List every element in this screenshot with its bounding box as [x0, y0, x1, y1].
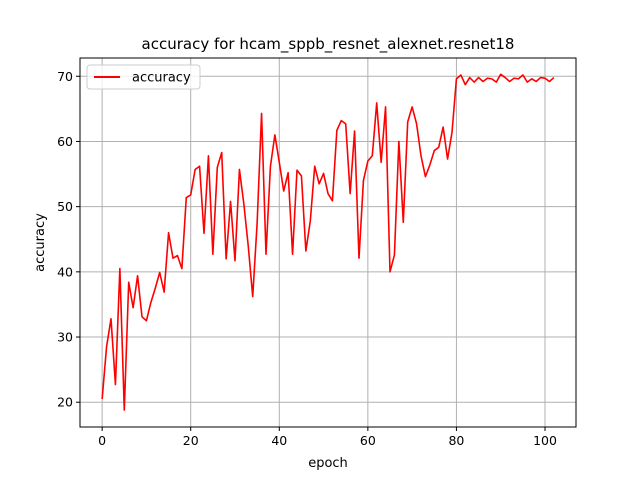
x-axis-label: epoch — [308, 456, 348, 471]
y-tick-label: 40 — [57, 264, 73, 279]
x-tick-label: 20 — [183, 433, 199, 448]
y-tick-label: 60 — [57, 134, 73, 149]
legend-box — [86, 64, 201, 90]
series-line-accuracy — [101, 73, 555, 411]
x-tick-label: 100 — [533, 433, 557, 448]
y-tick-label: 20 — [57, 395, 73, 410]
x-tick-label: 60 — [360, 433, 376, 448]
x-tick-label: 80 — [448, 433, 464, 448]
legend-label: accuracy — [132, 71, 191, 86]
y-tick-label: 70 — [57, 69, 73, 84]
y-tick-label: 30 — [57, 330, 73, 345]
grid-lines — [80, 58, 576, 427]
x-tick-label: 0 — [98, 433, 106, 448]
x-axis-ticks: 0 20 40 60 80 100 — [98, 427, 557, 448]
chart-title: accuracy for hcam_sppb_resnet_alexnet.re… — [142, 35, 515, 54]
y-axis-label: accuracy — [33, 213, 48, 272]
y-axis-ticks: 20 30 40 50 60 70 — [57, 69, 80, 410]
legend: accuracy — [86, 64, 201, 90]
series-layer — [101, 73, 555, 411]
y-tick-label: 50 — [57, 199, 73, 214]
plot-frame — [79, 57, 577, 428]
x-tick-label: 40 — [271, 433, 287, 448]
